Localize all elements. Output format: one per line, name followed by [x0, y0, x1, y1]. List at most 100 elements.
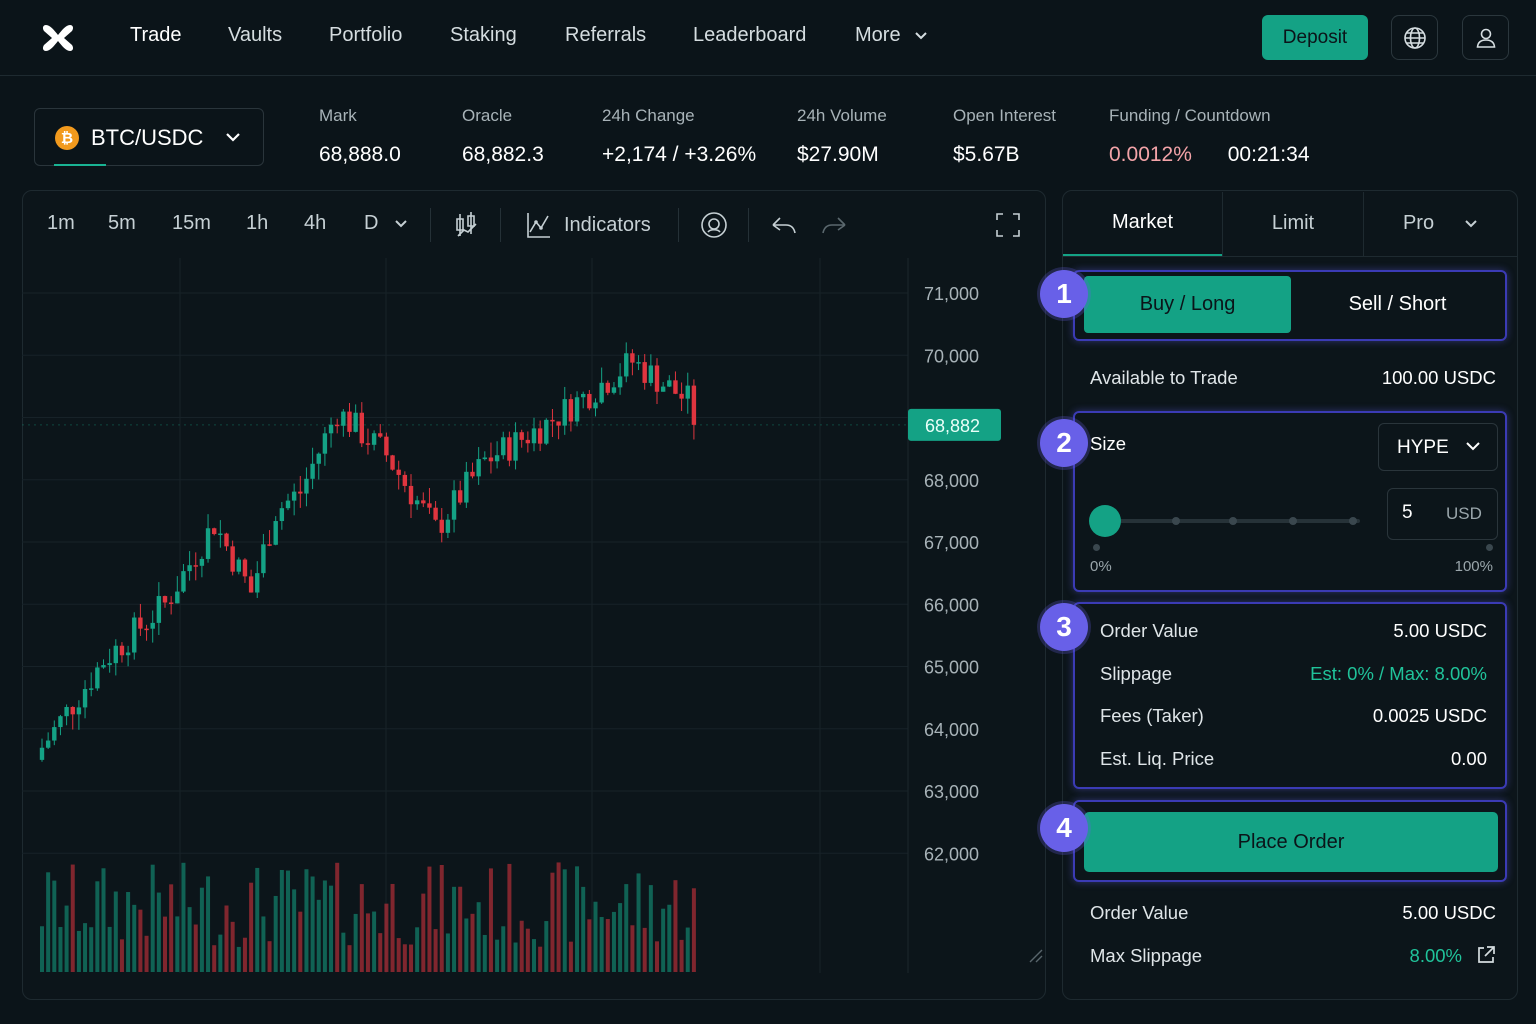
- volume-bar: [562, 869, 567, 972]
- volume-bar: [286, 870, 290, 972]
- volume-bar: [482, 934, 487, 972]
- timeframe-1h[interactable]: 1h: [246, 212, 269, 234]
- slider-step-100[interactable]: [1349, 517, 1357, 525]
- timeframe-1m[interactable]: 1m: [47, 212, 75, 234]
- size-unit-select[interactable]: HYPE: [1378, 423, 1498, 471]
- slider-min-marker: [1093, 544, 1100, 551]
- timeframe-4h[interactable]: 4h: [304, 212, 327, 234]
- fullscreen-icon[interactable]: [995, 212, 1021, 238]
- candle-body: [138, 617, 143, 629]
- volume-bar: [636, 873, 641, 972]
- stat-24h-volume: 24h Volume $27.90M: [797, 106, 887, 167]
- price-chart[interactable]: 71,00070,00069,00068,00067,00066,00065,0…: [22, 258, 1046, 978]
- nav-vaults[interactable]: Vaults: [228, 24, 283, 46]
- candle-body: [642, 362, 647, 383]
- step-badge-3: 3: [1040, 603, 1088, 651]
- candle-body: [162, 596, 168, 603]
- volume-bar: [193, 924, 198, 972]
- available-label: Available to Trade: [1090, 367, 1238, 388]
- candle-body: [298, 491, 303, 494]
- nav-portfolio[interactable]: Portfolio: [329, 24, 403, 46]
- size-currency-label: USD: [1446, 504, 1482, 523]
- nav-staking[interactable]: Staking: [450, 24, 517, 46]
- user-icon: [1476, 28, 1495, 48]
- candle-body: [76, 707, 82, 715]
- sell-short-button[interactable]: Sell / Short: [1294, 276, 1501, 333]
- detail-liq-price-value: 0.00: [1450, 748, 1487, 769]
- volume-bar: [255, 867, 260, 972]
- volume-bar: [691, 888, 696, 972]
- volume-bar: [224, 905, 229, 972]
- y-tick-label: 66,000: [924, 595, 979, 615]
- alert-icon[interactable]: [700, 211, 728, 239]
- account-button[interactable]: [1462, 15, 1509, 60]
- redo-icon[interactable]: [820, 213, 848, 237]
- candle-body: [267, 544, 272, 546]
- slider-step-50[interactable]: [1229, 517, 1237, 525]
- nav-referrals[interactable]: Referrals: [565, 24, 647, 46]
- indicators-button[interactable]: Indicators: [524, 210, 651, 240]
- tab-divider: [1363, 192, 1364, 256]
- tab-pro[interactable]: Pro: [1364, 191, 1517, 256]
- candle-body: [58, 716, 63, 728]
- footer-max-slippage-label: Max Slippage: [1090, 945, 1203, 966]
- candle-body: [476, 459, 481, 477]
- candle-body: [236, 559, 241, 572]
- candle-body: [667, 380, 672, 387]
- candle-body: [660, 386, 666, 392]
- volume-bar: [575, 866, 580, 972]
- stat-mark: Mark 68,888.0: [319, 106, 401, 167]
- tab-bottom-divider: [1063, 256, 1517, 257]
- external-link-icon[interactable]: [1475, 944, 1497, 966]
- size-slider-thumb[interactable]: [1089, 505, 1121, 537]
- candle-body: [562, 399, 567, 426]
- candle-body: [470, 471, 475, 477]
- candle-body: [304, 478, 309, 494]
- chart-type-icon[interactable]: [452, 210, 480, 240]
- size-amount-field[interactable]: USD: [1387, 488, 1498, 540]
- buy-long-button[interactable]: Buy / Long: [1084, 276, 1291, 333]
- timeframe-d[interactable]: D: [364, 212, 408, 235]
- pair-selector[interactable]: ₿ BTC/USDC: [34, 108, 264, 166]
- candle-body: [537, 428, 543, 444]
- timeframe-5m[interactable]: 5m: [108, 212, 136, 234]
- place-order-button[interactable]: Place Order: [1084, 812, 1498, 872]
- undo-icon[interactable]: [770, 213, 798, 237]
- volume-bar: [163, 916, 167, 972]
- candle-body: [242, 559, 248, 577]
- tab-market[interactable]: Market: [1063, 191, 1222, 256]
- toolbar-divider: [430, 208, 431, 242]
- candle-body: [341, 411, 346, 426]
- tab-limit[interactable]: Limit: [1271, 212, 1315, 234]
- candlestick-series: [39, 342, 697, 762]
- step-badge-1: 1: [1040, 270, 1088, 318]
- stat-24h-change: 24h Change +2,174 / +3.26%: [602, 106, 756, 167]
- toolbar-divider: [500, 208, 501, 242]
- candle-body: [365, 443, 371, 445]
- timeframe-15m[interactable]: 15m: [172, 212, 211, 234]
- pair-underline: [54, 164, 106, 166]
- volume-bar: [661, 908, 666, 972]
- volume-bar: [421, 893, 426, 972]
- volume-bar: [390, 883, 395, 972]
- candle-body: [144, 628, 149, 631]
- detail-liq-price-label: Est. Liq. Price: [1100, 748, 1215, 769]
- chevron-down-icon: [1465, 219, 1477, 227]
- slider-step-25[interactable]: [1172, 517, 1180, 525]
- volume-bar: [679, 939, 684, 972]
- volume-bar: [107, 926, 112, 972]
- language-button[interactable]: [1391, 15, 1438, 60]
- y-tick-label: 63,000: [924, 782, 979, 802]
- candle-body: [384, 436, 389, 456]
- deposit-button[interactable]: Deposit: [1262, 15, 1368, 60]
- slider-step-75[interactable]: [1289, 517, 1297, 525]
- candle-body: [464, 471, 469, 503]
- nav-trade[interactable]: Trade: [130, 24, 182, 46]
- nav-more[interactable]: More: [855, 24, 928, 47]
- candle-body: [353, 412, 358, 432]
- logo-icon[interactable]: [40, 22, 76, 54]
- toolbar-divider: [678, 208, 679, 242]
- slider-max-label: 100%: [1454, 558, 1493, 575]
- size-amount-input[interactable]: [1402, 502, 1436, 524]
- nav-leaderboard[interactable]: Leaderboard: [693, 24, 807, 46]
